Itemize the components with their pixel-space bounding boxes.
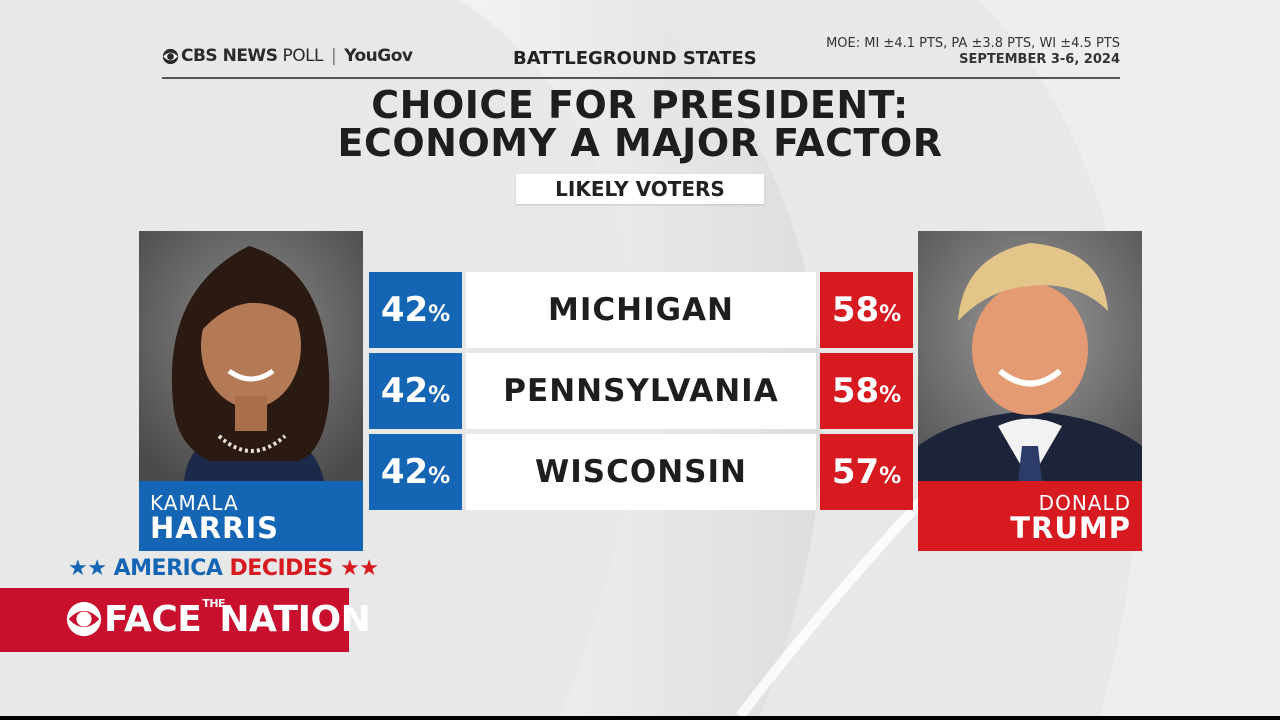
pct-unit: % — [428, 302, 451, 327]
harris-photo — [139, 231, 363, 481]
show-word-nation: NATION — [219, 599, 371, 640]
star-icon: ★★ — [339, 556, 379, 581]
pct-unit: % — [428, 383, 451, 408]
network-name: CBS NEWS — [181, 46, 278, 66]
poll-dates: SEPTEMBER 3-6, 2024 — [959, 52, 1120, 67]
america-word: AMERICA — [113, 556, 223, 581]
trump-pct-value: 57 — [831, 452, 880, 492]
chart-subtitle: LIKELY VOTERS — [516, 174, 764, 204]
state-name: PENNSYLVANIA — [466, 353, 816, 429]
pct-unit: % — [428, 464, 451, 489]
trump-photo — [918, 231, 1142, 481]
title-line-2: ECONOMY A MAJOR FACTOR — [337, 121, 943, 165]
pct-unit: % — [879, 383, 902, 408]
trump-pct-value: 58 — [831, 290, 880, 330]
trump-portrait — [918, 231, 1142, 481]
cbs-eye-icon — [162, 48, 179, 64]
harris-pct-cell: 42% — [369, 353, 462, 429]
margin-of-error: MOE: MI ±4.1 PTS, PA ±3.8 PTS, WI ±4.5 P… — [760, 36, 1120, 68]
harris-pct-cell: 42% — [369, 272, 462, 348]
trump-pct-value: 58 — [831, 371, 880, 411]
trump-namebox: DONALD TRUMP — [918, 481, 1142, 551]
harris-first-name: KAMALA — [150, 491, 239, 515]
moe-text: MOE: MI ±4.1 PTS, PA ±3.8 PTS, WI ±4.5 P… — [826, 36, 1120, 51]
harris-portrait — [139, 231, 363, 481]
decides-word: DECIDES — [229, 556, 334, 581]
show-word-face: FACE — [104, 599, 202, 640]
show-title: FACETHENATION — [104, 597, 371, 642]
poll-label: POLL — [282, 46, 324, 66]
partner-name: YouGov — [344, 46, 413, 66]
harris-pct-value: 42 — [380, 290, 429, 330]
trump-first-name: DONALD — [1038, 491, 1131, 515]
poll-topic: BATTLEGROUND STATES — [513, 48, 757, 69]
trump-pct-cell: 58% — [820, 272, 913, 348]
brand-separator: | — [331, 46, 337, 66]
state-name: WISCONSIN — [466, 434, 816, 510]
pct-unit: % — [879, 302, 902, 327]
harris-pct-value: 42 — [380, 371, 429, 411]
show-word-the: THE — [202, 597, 226, 610]
cbs-eye-icon — [66, 601, 102, 637]
harris-namebox: KAMALA HARRIS — [139, 481, 363, 551]
harris-last-name: HARRIS — [150, 511, 280, 545]
face-the-nation-logo: FACETHENATION — [0, 588, 371, 652]
trump-pct-cell: 58% — [820, 353, 913, 429]
title-line-1: CHOICE FOR PRESIDENT: — [371, 83, 909, 127]
result-row-pennsylvania: 42% PENNSYLVANIA 58% — [369, 353, 913, 429]
result-row-wisconsin: 42% WISCONSIN 57% — [369, 434, 913, 510]
america-decides-logo: ★★ AMERICA DECIDES ★★ — [68, 556, 379, 581]
result-row-michigan: 42% MICHIGAN 58% — [369, 272, 913, 348]
harris-pct-cell: 42% — [369, 434, 462, 510]
pct-unit: % — [879, 464, 902, 489]
header-rule — [162, 77, 1120, 79]
trump-pct-cell: 57% — [820, 434, 913, 510]
star-icon: ★★ — [68, 556, 107, 581]
trump-last-name: TRUMP — [1010, 511, 1131, 545]
state-name: MICHIGAN — [466, 272, 816, 348]
harris-pct-value: 42 — [380, 452, 429, 492]
chart-title: CHOICE FOR PRESIDENT: ECONOMY A MAJOR FA… — [0, 86, 1280, 162]
poll-brand: CBS NEWS POLL | YouGov — [162, 46, 413, 66]
